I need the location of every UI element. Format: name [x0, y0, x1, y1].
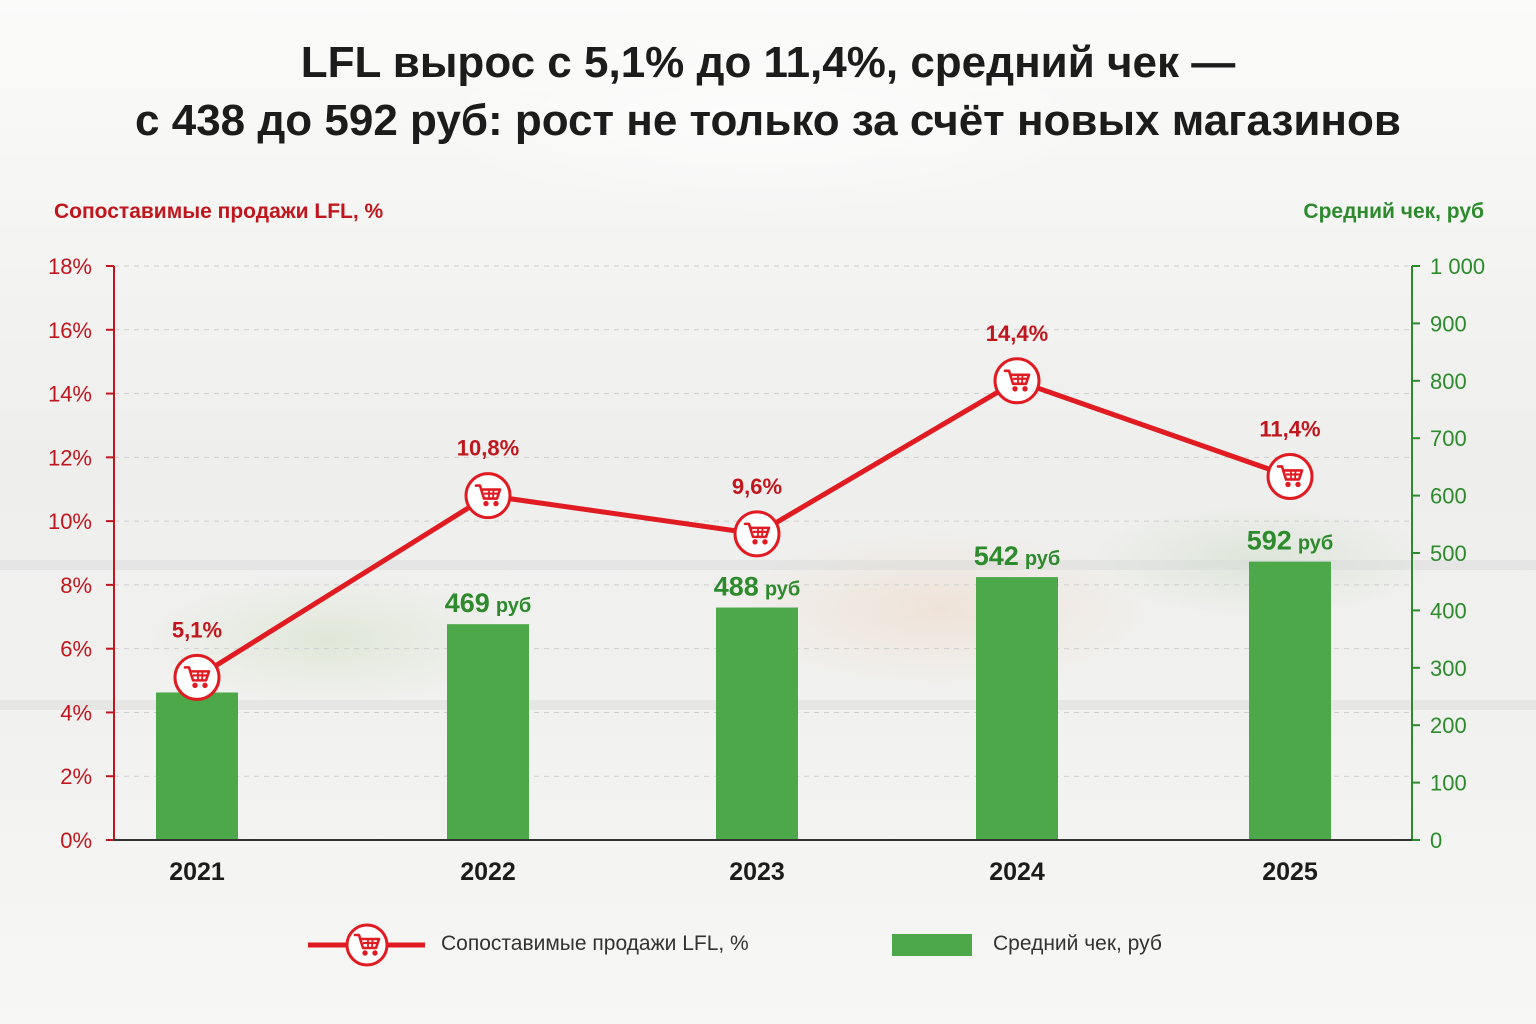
- right-tick-label: 700: [1430, 426, 1467, 451]
- bar-2021: [156, 692, 238, 840]
- left-tick-label: 4%: [60, 700, 92, 725]
- left-tick-label: 2%: [60, 764, 92, 789]
- lfl-value-label: 5,1%: [172, 617, 222, 642]
- x-tick-label: 2025: [1262, 858, 1318, 886]
- right-tick-label: 100: [1430, 771, 1467, 796]
- left-tick-label: 6%: [60, 637, 92, 662]
- bars-layer: [156, 561, 1331, 840]
- lfl-marker: [464, 472, 512, 520]
- left-axis-title: Сопоставимые продажи LFL, %: [54, 200, 384, 223]
- bar-2025: [1249, 561, 1331, 840]
- legend: Сопоставимые продажи LFL, % Средний чек,…: [0, 920, 1536, 970]
- x-tick-label: 2021: [169, 858, 225, 886]
- right-tick-label: 1 000: [1430, 254, 1485, 279]
- axes-layer: 0% 2% 4% 6% 8% 10% 12% 14% 16% 18% 0 100 200 300 400 50…: [48, 254, 1485, 853]
- right-tick-label: 200: [1430, 713, 1467, 738]
- left-tick-label: 14%: [48, 382, 92, 407]
- right-axis-title: Средний чек, руб: [1303, 200, 1484, 223]
- lfl-marker: [993, 357, 1041, 405]
- right-tick-label: 400: [1430, 598, 1467, 623]
- bar-value-label: 542 руб: [974, 541, 1061, 571]
- line-layer: [173, 357, 1314, 701]
- labels-layer: 469 руб 488 руб 542 руб 592 руб 5,1% 10,8% 9,6% 14,…: [169, 321, 1333, 886]
- lfl-marker: [173, 653, 221, 701]
- x-tick-label: 2023: [729, 858, 785, 886]
- right-tick-label: 800: [1430, 369, 1467, 394]
- lfl-marker: [733, 510, 781, 558]
- lfl-value-label: 11,4%: [1259, 416, 1320, 441]
- right-tick-label: 300: [1430, 656, 1467, 681]
- legend-label-check: Средний чек, руб: [993, 932, 1162, 955]
- background-shelf: [0, 560, 1536, 570]
- left-tick-label: 18%: [48, 254, 92, 279]
- lfl-value-label: 9,6%: [732, 474, 782, 499]
- x-tick-label: 2024: [989, 858, 1045, 886]
- legend-swatches: [308, 923, 972, 967]
- bar-2023: [716, 607, 798, 840]
- chart-title-line-1: LFL вырос с 5,1% до 11,4%, средний чек —: [300, 38, 1236, 87]
- lfl-value-label: 10,8%: [457, 436, 519, 461]
- grid-layer: [114, 265, 1412, 777]
- legend-cart-marker: [345, 923, 389, 967]
- bar-2022: [447, 624, 529, 840]
- bar-value-label: 469 руб: [445, 588, 532, 618]
- lfl-marker: [1266, 452, 1314, 500]
- left-tick-label: 16%: [48, 318, 92, 343]
- bar-value-label: 488 руб: [714, 572, 801, 602]
- x-tick-label: 2022: [460, 858, 516, 886]
- bar-value-label: 592 руб: [1247, 526, 1334, 556]
- left-tick-label: 8%: [60, 573, 92, 598]
- left-tick-label: 10%: [48, 509, 92, 534]
- left-tick-label: 0%: [60, 828, 92, 853]
- right-tick-label: 900: [1430, 311, 1467, 336]
- bar-2024: [976, 577, 1058, 840]
- legend-bar-swatch: [892, 934, 972, 956]
- lfl-value-label: 14,4%: [986, 321, 1048, 346]
- legend-label-lfl: Сопоставимые продажи LFL, %: [441, 932, 749, 955]
- right-tick-label: 0: [1430, 828, 1442, 853]
- chart-title-line-2: с 438 до 592 руб: рост не только за счёт…: [135, 96, 1401, 145]
- right-tick-label: 600: [1430, 484, 1467, 509]
- left-tick-label: 12%: [48, 445, 92, 470]
- chart-title: LFL вырос с 5,1% до 11,4%, средний чек —…: [0, 34, 1536, 150]
- right-tick-label: 500: [1430, 541, 1467, 566]
